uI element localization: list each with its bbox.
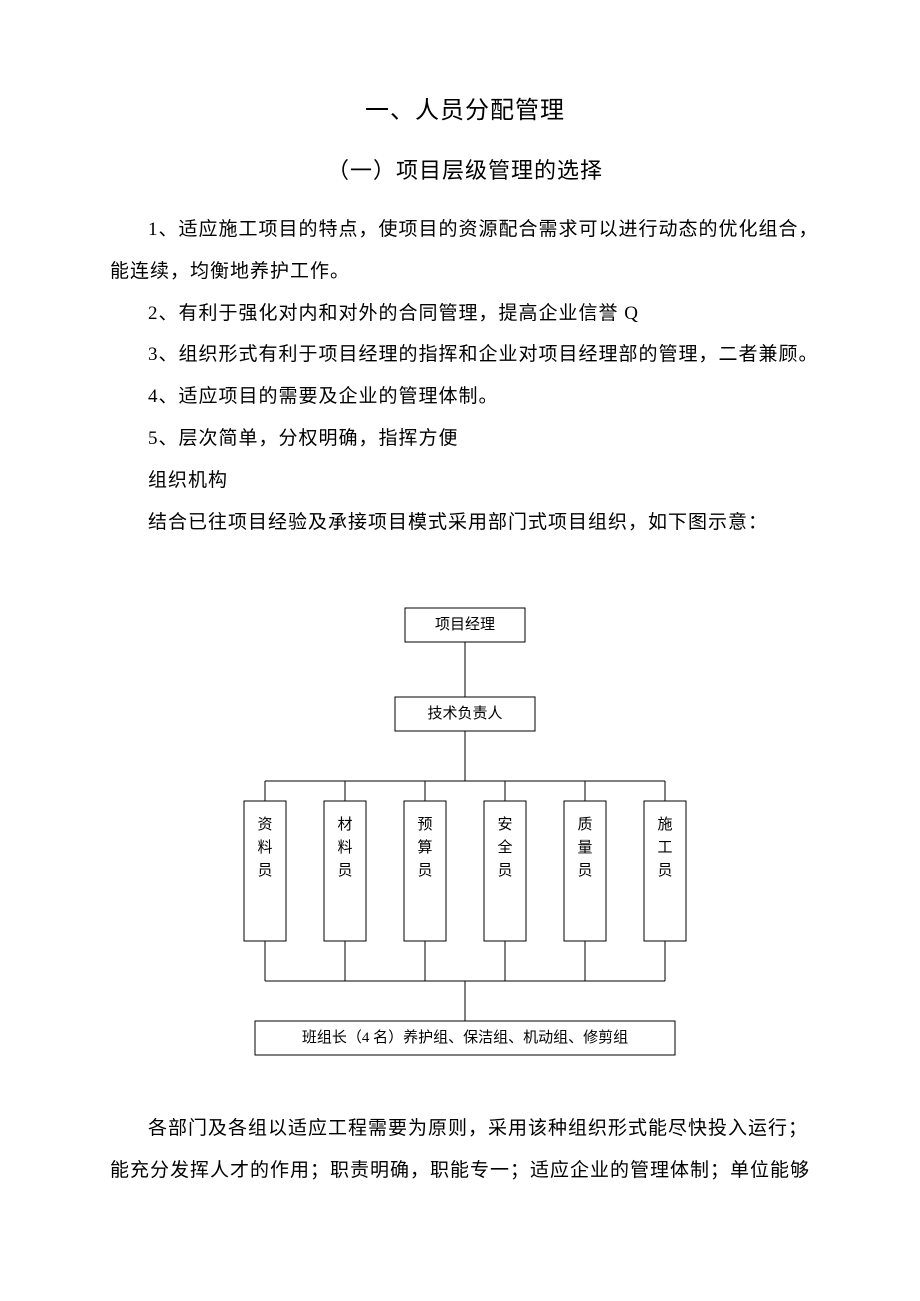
paragraph-7: 结合已往项目经验及承接项目模式采用部门式项目组织，如下图示意： xyxy=(110,502,820,544)
svg-text:安: 安 xyxy=(497,816,512,833)
svg-text:算: 算 xyxy=(417,838,432,856)
svg-text:班组长（4 名）养护组、保洁组、机动组、修剪组: 班组长（4 名）养护组、保洁组、机动组、修剪组 xyxy=(302,1029,628,1046)
svg-text:工: 工 xyxy=(657,840,672,856)
svg-text:材: 材 xyxy=(337,816,352,833)
svg-text:量: 量 xyxy=(577,840,592,856)
page-title: 一、人员分配管理 xyxy=(110,90,820,125)
paragraph-5: 5、层次简单，分权明确，指挥方便 xyxy=(110,418,820,460)
svg-text:员: 员 xyxy=(657,863,672,879)
paragraph-4: 4、适应项目的需要及企业的管理体制。 xyxy=(110,376,820,418)
svg-text:料: 料 xyxy=(337,839,352,856)
svg-text:料: 料 xyxy=(257,839,272,856)
svg-text:员: 员 xyxy=(417,863,432,879)
svg-text:施: 施 xyxy=(657,816,672,833)
svg-text:员: 员 xyxy=(337,863,352,879)
svg-text:员: 员 xyxy=(497,863,512,879)
page-subtitle: （一）项目层级管理的选择 xyxy=(110,153,820,185)
svg-text:资: 资 xyxy=(257,816,272,833)
svg-text:员: 员 xyxy=(257,863,272,879)
paragraph-6: 组织机构 xyxy=(110,460,820,502)
org-chart-svg: 项目经理技术负责人资料员材料员预算员安全员质量员施工员班组长（4 名）养护组、保… xyxy=(205,588,725,1078)
paragraph-1: 1、适应施工项目的特点，使项目的资源配合需求可以进行动态的优化组合，能连续，均衡… xyxy=(110,209,820,293)
org-chart: 项目经理技术负责人资料员材料员预算员安全员质量员施工员班组长（4 名）养护组、保… xyxy=(110,588,820,1078)
svg-text:技术负责人: 技术负责人 xyxy=(427,705,502,722)
svg-text:员: 员 xyxy=(577,863,592,879)
svg-text:全: 全 xyxy=(497,838,512,856)
svg-text:预: 预 xyxy=(417,816,432,833)
svg-text:质: 质 xyxy=(577,816,592,833)
paragraph-8: 各部门及各组以适应工程需要为原则，采用该种组织形式能尽快投入运行；能充分发挥人才… xyxy=(110,1108,820,1192)
svg-text:项目经理: 项目经理 xyxy=(435,616,495,633)
paragraph-3: 3、组织形式有利于项目经理的指挥和企业对项目经理部的管理，二者兼顾。 xyxy=(110,334,820,376)
paragraph-2: 2、有利于强化对内和对外的合同管理，提高企业信誉 Q xyxy=(110,293,820,335)
